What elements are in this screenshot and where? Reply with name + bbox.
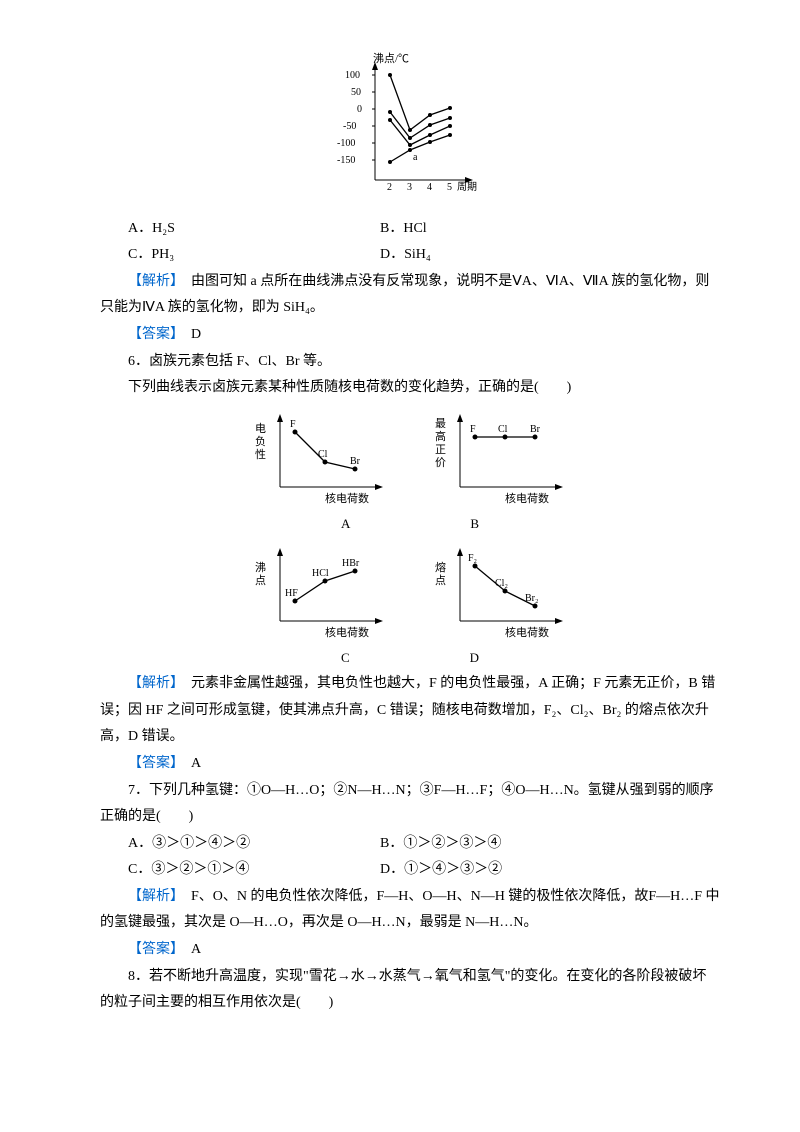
svg-text:点: 点	[435, 574, 446, 587]
q6-labels-row1: A B	[100, 512, 720, 537]
analysis-label: 【解析】	[128, 676, 177, 691]
svg-text:F₂: F₂	[468, 553, 477, 564]
svg-text:负: 负	[255, 434, 266, 448]
chart-d: 熔点 核电荷数 F₂ Cl₂ Br₂	[430, 541, 570, 641]
svg-text:核电荷数: 核电荷数	[505, 491, 549, 505]
svg-text:50: 50	[351, 87, 361, 98]
label-a: A	[341, 512, 350, 537]
chart-b: 最高正价 核电荷数 F Cl Br	[430, 407, 570, 507]
svg-text:HBr: HBr	[342, 558, 360, 569]
q7-analysis: 【解析】 F、O、N 的电负性依次降低，F—H、O—H、N—H 键的极性依次降低…	[100, 884, 720, 937]
svg-text:HCl: HCl	[312, 568, 329, 579]
chart-a: 电负性 核电荷数 F Cl Br	[250, 407, 390, 507]
option-d: D．SiH₄	[380, 242, 720, 269]
analysis-text: 由图可知 a 点所在曲线沸点没有反常现象，说明不是ⅤA、ⅥA、ⅦA 族的氢化物，…	[100, 274, 709, 316]
answer-label: 【答案】	[128, 942, 177, 957]
q7-options-row1: A．③＞①＞④＞② B．①＞②＞③＞④	[100, 831, 720, 858]
answer-text: D	[177, 327, 201, 342]
svg-text:核电荷数: 核电荷数	[325, 625, 369, 639]
q5-options-row2: C．PH₃ D．SiH₄	[100, 242, 720, 269]
svg-text:HF: HF	[285, 588, 298, 599]
svg-text:0: 0	[357, 104, 362, 115]
svg-text:核电荷数: 核电荷数	[505, 625, 549, 639]
answer-label: 【答案】	[128, 327, 177, 342]
svg-text:正: 正	[435, 444, 446, 456]
option-b: B．HCl	[380, 216, 720, 243]
answer-text: A	[177, 756, 201, 771]
label-c: C	[341, 646, 350, 671]
svg-text:高: 高	[435, 429, 446, 443]
svg-text:2: 2	[387, 182, 392, 193]
analysis-text: F、O、N 的电负性依次降低，F—H、O—H、N—H 键的极性依次降低，故F—H…	[100, 889, 720, 931]
svg-text:Cl: Cl	[498, 424, 508, 435]
svg-text:点: 点	[255, 574, 266, 587]
q6-analysis: 【解析】 元素非金属性越强，其电负性也越大，F 的电负性最强，A 正确；F 元素…	[100, 671, 720, 751]
q5-options-row1: A．H₂S B．HCl	[100, 216, 720, 243]
svg-text:4: 4	[427, 182, 432, 193]
q7-stem: 7．下列几种氢键：①O—H…O；②N—H…N；③F—H…F；④O—H…N。氢键从…	[100, 778, 720, 831]
option-c: C．③＞②＞①＞④	[100, 857, 380, 884]
svg-text:沸: 沸	[255, 561, 266, 574]
option-c: C．PH₃	[100, 242, 380, 269]
svg-text:F: F	[470, 424, 476, 435]
svg-text:Cl: Cl	[318, 449, 328, 460]
analysis-label: 【解析】	[128, 274, 177, 289]
q5-answer: 【答案】 D	[100, 322, 720, 349]
q6-stem: 下列曲线表示卤族元素某种性质随核电荷数的变化趋势，正确的是( )	[100, 375, 720, 402]
svg-text:a: a	[413, 152, 418, 163]
svg-text:-150: -150	[337, 155, 355, 166]
svg-text:F: F	[290, 419, 296, 430]
svg-text:-100: -100	[337, 138, 355, 149]
svg-text:电: 电	[255, 422, 266, 435]
svg-text:5: 5	[447, 182, 452, 193]
svg-text:性: 性	[255, 447, 266, 461]
svg-text:熔: 熔	[435, 560, 446, 574]
chart-c: 沸点 核电荷数 HF HCl HBr	[250, 541, 390, 641]
svg-text:Br: Br	[530, 424, 541, 435]
analysis-label: 【解析】	[128, 889, 177, 904]
q8-stem: 8．若不断地升高温度，实现"雪花→水→水蒸气→氧气和氢气"的变化。在变化的各阶段…	[100, 964, 720, 1017]
option-d: D．①＞④＞③＞②	[380, 857, 720, 884]
svg-text:最: 最	[435, 417, 446, 430]
svg-text:Br: Br	[350, 456, 361, 467]
svg-text:周期: 周期	[457, 181, 477, 193]
q7-options-row2: C．③＞②＞①＞④ D．①＞④＞③＞②	[100, 857, 720, 884]
q6-charts-row2: 沸点 核电荷数 HF HCl HBr 熔点 核电荷数 F₂ Cl₂ Br₂	[100, 541, 720, 641]
chart-boiling-point: 沸点/℃ 100 50 0 -50 -100 -150 2 3 4 5 周期 a	[100, 50, 720, 206]
chart1-ylabel: 沸点/℃	[373, 52, 409, 65]
option-a: A．H₂S	[100, 216, 380, 243]
q7-answer: 【答案】 A	[100, 937, 720, 964]
svg-text:3: 3	[407, 182, 412, 193]
analysis-text: 元素非金属性越强，其电负性也越大，F 的电负性最强，A 正确；F 元素无正价，B…	[100, 676, 715, 744]
option-a: A．③＞①＞④＞②	[100, 831, 380, 858]
q6-number: 6．卤族元素包括 F、Cl、Br 等。	[100, 349, 720, 376]
q6-labels-row2: C D	[100, 646, 720, 671]
answer-text: A	[177, 942, 201, 957]
svg-text:-50: -50	[343, 121, 356, 132]
svg-text:价: 价	[435, 456, 446, 469]
svg-text:Cl₂: Cl₂	[495, 578, 508, 589]
svg-text:100: 100	[345, 70, 360, 81]
chart1-svg: 沸点/℃ 100 50 0 -50 -100 -150 2 3 4 5 周期 a	[335, 50, 485, 195]
q5-analysis: 【解析】 由图可知 a 点所在曲线沸点没有反常现象，说明不是ⅤA、ⅥA、ⅦA 族…	[100, 269, 720, 322]
answer-label: 【答案】	[128, 756, 177, 771]
option-b: B．①＞②＞③＞④	[380, 831, 720, 858]
label-d: D	[470, 646, 479, 671]
q6-charts-row1: 电负性 核电荷数 F Cl Br 最高正价 核电荷数 F Cl Br	[100, 407, 720, 507]
svg-text:核电荷数: 核电荷数	[325, 491, 369, 505]
q6-answer: 【答案】 A	[100, 751, 720, 778]
svg-text:Br₂: Br₂	[525, 593, 539, 604]
label-b: B	[470, 512, 479, 537]
